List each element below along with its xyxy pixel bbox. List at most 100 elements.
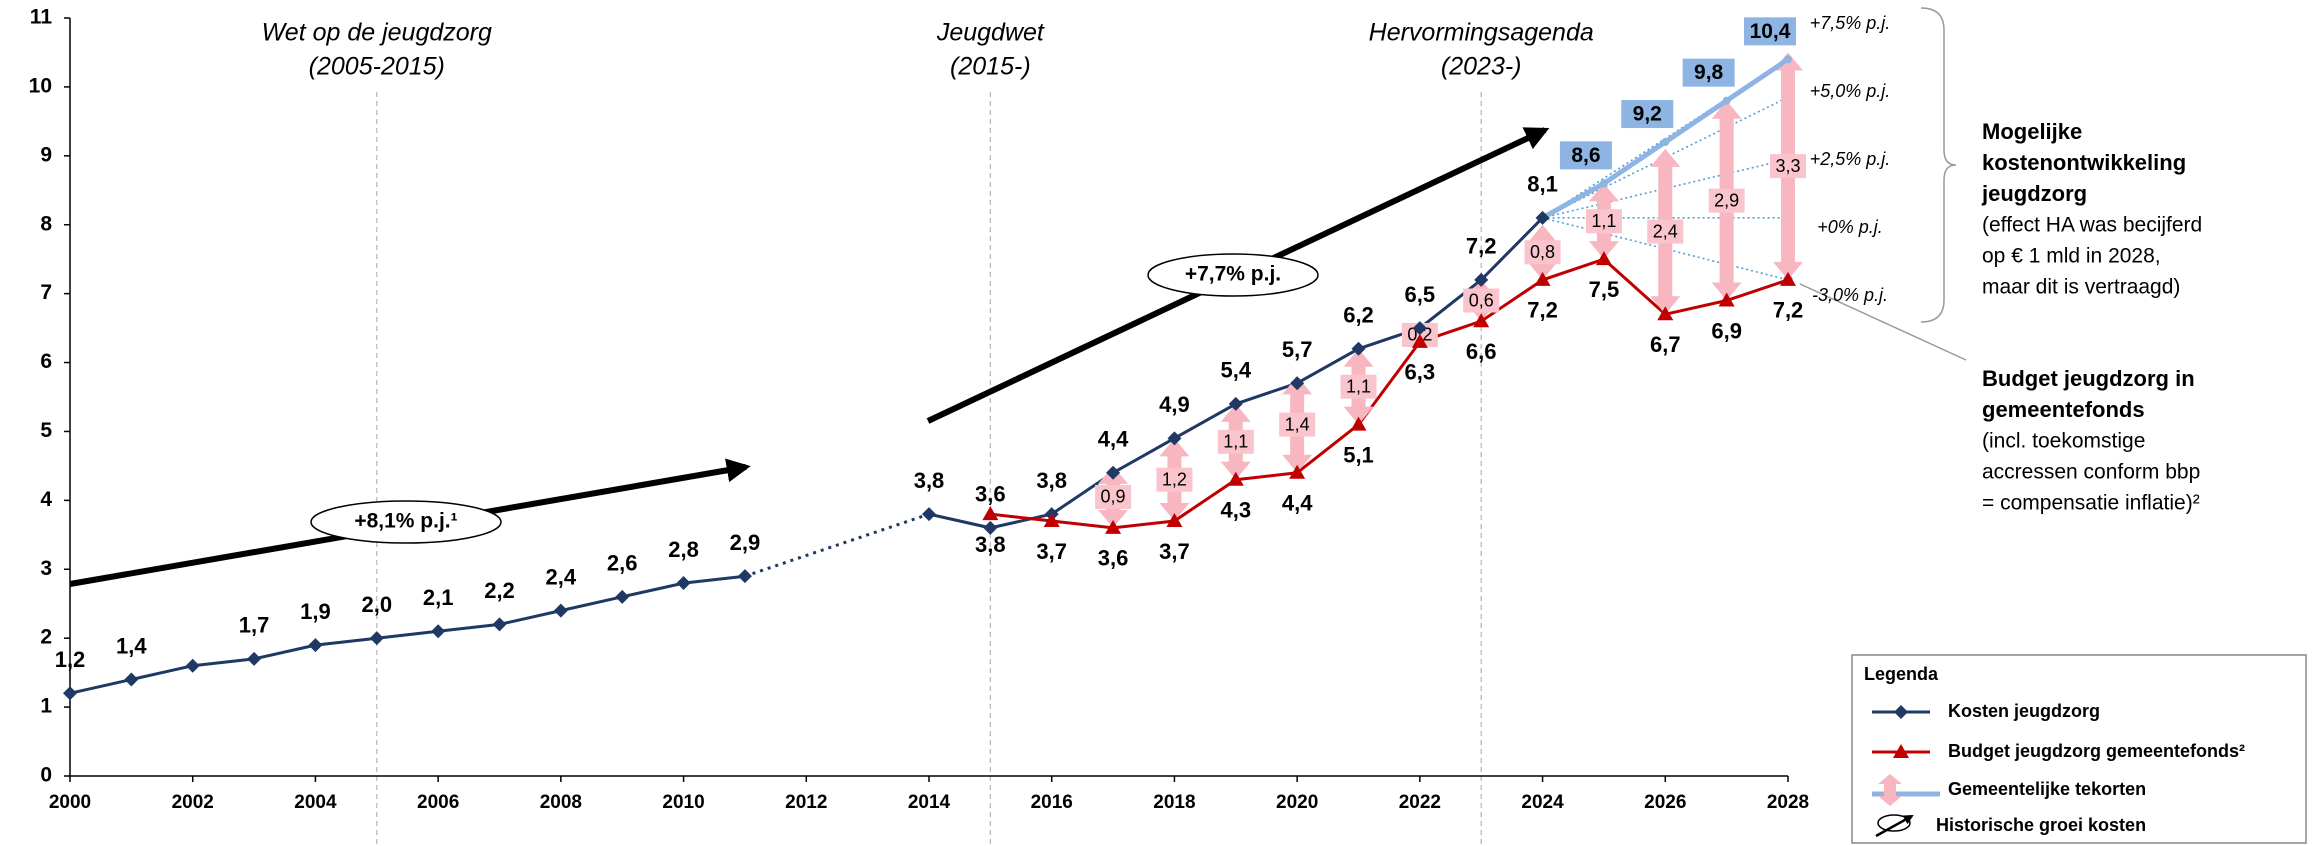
data-label: 3,7	[1036, 539, 1067, 564]
triangle-marker	[1166, 513, 1183, 528]
triangle-marker	[1411, 333, 1428, 348]
data-label: 7,2	[1773, 298, 1804, 323]
projection-label-box	[1559, 141, 1612, 170]
note-body: = compensatie inflatie)²	[1982, 492, 2200, 515]
y-tick-label: 8	[40, 212, 52, 235]
triangle-marker	[982, 506, 999, 521]
y-tick-label: 11	[30, 6, 53, 29]
data-label: 8,1	[1527, 172, 1558, 197]
projection-point	[1722, 96, 1731, 105]
period-label: (2015-)	[950, 53, 1031, 81]
diamond-marker	[492, 617, 507, 632]
legend-label: Gemeentelijke tekorten	[1948, 779, 2146, 799]
gap-label-box	[1708, 188, 1745, 213]
projection-label: 8,6	[1571, 144, 1600, 167]
diamond-marker	[431, 624, 446, 639]
note-body: (incl. toekomstige	[1982, 430, 2145, 453]
projection-label: 9,2	[1633, 103, 1662, 126]
diamond-marker	[308, 638, 323, 653]
y-tick-label: 7	[40, 281, 52, 304]
period-label: Wet op de jeugdzorg	[262, 19, 492, 47]
legend-growth-icon	[1877, 814, 1911, 832]
x-tick-label: 2012	[785, 792, 827, 813]
data-label: 6,5	[1405, 282, 1436, 307]
gap-label-box	[1524, 240, 1561, 265]
data-label: 7,2	[1527, 298, 1558, 323]
gap-label-box	[1770, 154, 1806, 179]
growth-ellipse	[310, 500, 502, 544]
diamond-marker	[1535, 210, 1550, 225]
triangle-marker	[1534, 271, 1551, 286]
x-tick-label: 2010	[662, 792, 704, 813]
diamond-marker	[63, 686, 77, 701]
data-label: 5,1	[1343, 442, 1374, 467]
diamond-marker	[676, 576, 691, 591]
triangle-marker	[1718, 292, 1735, 307]
note-title: jeugdzorg	[1981, 181, 2087, 206]
diamond-marker	[1290, 376, 1305, 391]
data-label: 1,2	[55, 647, 86, 672]
gap-label: 1,1	[1346, 376, 1371, 396]
diamond-marker	[185, 658, 200, 673]
scenario-label: +2,5% p.j.	[1810, 149, 1891, 169]
legend-growth-arrow	[1875, 814, 1914, 838]
data-label: 2,0	[361, 592, 392, 617]
note-title: gemeentefonds	[1982, 397, 2145, 422]
legend-label: Budget jeugdzorg gemeentefonds²	[1948, 741, 2245, 761]
gap-label-box	[1340, 374, 1377, 399]
data-label: 6,3	[1405, 360, 1436, 385]
data-label: 4,4	[1282, 491, 1313, 516]
y-tick-label: 3	[40, 557, 52, 580]
gap-label: 3,3	[1775, 156, 1800, 176]
gap-label-box	[1463, 288, 1500, 313]
data-label: 4,3	[1220, 498, 1251, 523]
note-title: Budget jeugdzorg in	[1982, 366, 2195, 391]
diamond-marker	[553, 603, 568, 618]
triangle-marker	[1227, 471, 1244, 486]
data-label: 5,7	[1282, 337, 1313, 362]
diamond-marker	[1894, 705, 1908, 719]
data-label: 2,6	[607, 551, 638, 576]
gap-label: 1,1	[1223, 432, 1248, 452]
data-label: 3,6	[975, 482, 1006, 507]
y-tick-label: 6	[40, 350, 52, 373]
bridge-line	[744, 512, 930, 578]
y-tick-label: 10	[29, 74, 52, 97]
y-tick-label: 1	[40, 695, 52, 718]
note-title: Mogelijke	[1982, 119, 2082, 144]
diamond-marker	[247, 651, 262, 666]
diamond-marker	[1474, 272, 1489, 287]
data-label: 1,9	[300, 599, 331, 624]
period-label: (2023-)	[1441, 53, 1522, 81]
legend-label: Kosten jeugdzorg	[1948, 701, 2100, 721]
period-label: Hervormingsagenda	[1369, 19, 1594, 47]
data-label: 7,2	[1466, 234, 1497, 259]
x-tick-label: 2020	[1276, 792, 1318, 813]
x-tick-label: 2006	[417, 792, 459, 813]
legend-title: Legenda	[1864, 664, 1939, 684]
data-label: 3,6	[1098, 546, 1129, 571]
triangle-marker	[1780, 271, 1796, 286]
callout-line	[1799, 283, 1967, 361]
gap-label: 1,2	[1162, 469, 1187, 489]
x-tick-label: 2002	[172, 792, 214, 813]
data-label: 2,1	[423, 585, 454, 610]
diamond-marker	[615, 589, 630, 604]
triangle-marker	[1657, 306, 1674, 321]
y-tick-label: 5	[40, 419, 52, 442]
note-body: (effect HA was becijferd	[1982, 214, 2202, 237]
projection-point	[1784, 55, 1792, 64]
data-label: 2,4	[546, 564, 577, 589]
x-tick-label: 2024	[1521, 792, 1564, 813]
y-tick-label: 4	[40, 488, 52, 511]
series-line	[69, 216, 1544, 695]
gap-label-box	[1217, 429, 1254, 454]
scenario-label: +0% p.j.	[1817, 217, 1883, 237]
note-body: op € 1 mld in 2028,	[1982, 245, 2161, 268]
data-label: 2,9	[730, 530, 761, 555]
data-label: 1,4	[116, 633, 147, 658]
growth-label: +7,7% p.j.	[1185, 263, 1281, 286]
period-label: (2005-2015)	[309, 53, 445, 81]
data-label: 6,7	[1650, 332, 1681, 357]
